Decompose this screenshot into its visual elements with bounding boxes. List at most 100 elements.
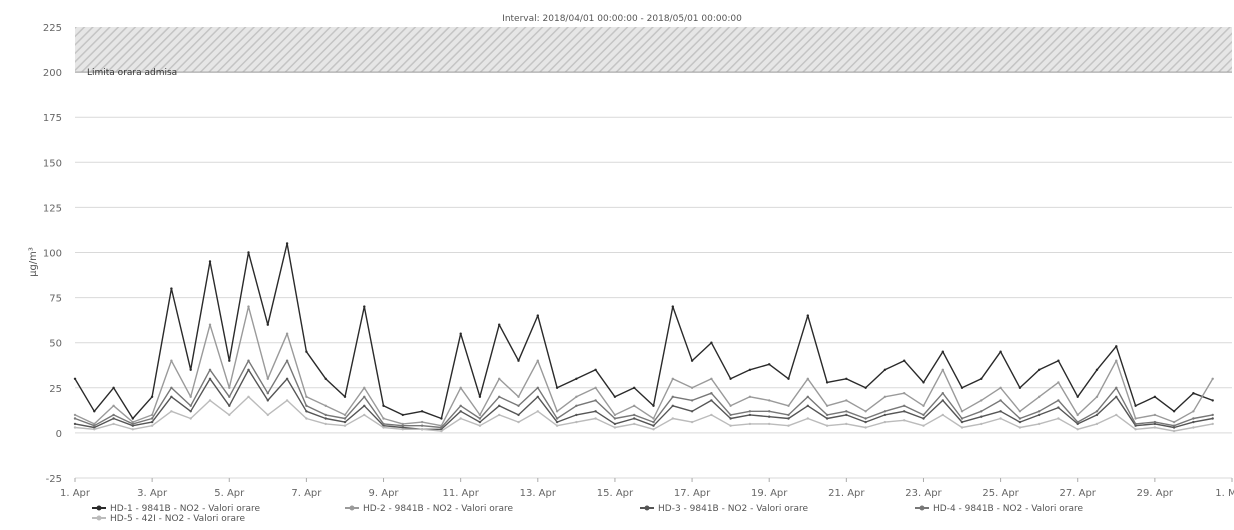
data-point <box>170 410 173 413</box>
data-point <box>536 359 539 362</box>
data-point <box>787 417 790 420</box>
data-point <box>228 413 231 417</box>
data-point <box>748 410 752 413</box>
data-point <box>690 359 694 362</box>
legend-marker-dot <box>644 505 650 511</box>
data-point <box>247 251 250 254</box>
data-point <box>652 417 655 420</box>
legend-item-label: HD-5 - 42I - NO2 - Valori orare <box>110 514 245 524</box>
data-point <box>498 323 501 326</box>
data-point <box>845 413 848 417</box>
data-point <box>980 422 983 426</box>
data-point <box>883 420 887 424</box>
data-point <box>285 399 289 402</box>
series-line-hd-3 <box>74 369 1213 430</box>
threshold-label: Limita orara admisa <box>87 68 177 78</box>
data-point <box>941 350 944 353</box>
data-point <box>382 417 385 420</box>
data-point <box>401 426 404 429</box>
data-point <box>613 413 617 417</box>
data-point <box>671 305 674 308</box>
data-point <box>478 417 482 420</box>
data-point <box>1115 395 1118 398</box>
data-point <box>536 410 539 413</box>
data-point <box>1211 399 1214 402</box>
y-tick-label: 100 <box>43 249 62 260</box>
data-point <box>112 422 115 426</box>
data-point <box>459 410 462 413</box>
data-point <box>170 386 173 389</box>
data-point <box>1134 424 1137 427</box>
data-point <box>363 305 366 308</box>
data-point <box>883 368 887 371</box>
data-point <box>710 399 713 402</box>
data-point <box>1153 426 1157 429</box>
data-point <box>960 420 964 424</box>
data-point <box>131 417 134 420</box>
series-line-hd-2 <box>74 305 1214 427</box>
data-point <box>1172 410 1176 413</box>
data-point <box>825 381 829 384</box>
data-point <box>189 417 192 420</box>
data-point <box>555 420 559 424</box>
data-point <box>980 415 983 418</box>
data-point <box>247 305 250 308</box>
data-point <box>343 420 347 424</box>
data-point <box>555 410 559 413</box>
data-point <box>710 392 713 395</box>
data-point <box>999 399 1002 402</box>
data-point <box>1095 395 1099 398</box>
data-point <box>710 341 713 344</box>
data-point <box>228 404 231 407</box>
data-point <box>1115 345 1118 348</box>
data-point <box>1192 420 1195 424</box>
data-point <box>73 422 77 426</box>
data-point <box>324 377 327 380</box>
data-point <box>671 404 674 407</box>
data-point <box>1095 413 1099 417</box>
data-point <box>1192 410 1195 413</box>
data-point <box>787 413 790 417</box>
data-point <box>748 368 752 371</box>
data-point <box>1018 410 1022 413</box>
data-point <box>748 422 752 426</box>
data-point <box>845 377 848 380</box>
x-tick-label: 1. Apr <box>60 488 91 499</box>
series-line-hd-5 <box>74 396 1213 432</box>
data-point <box>1192 426 1195 429</box>
data-point <box>478 420 482 424</box>
data-point <box>1038 410 1041 413</box>
data-point <box>440 417 443 420</box>
data-point <box>1153 395 1157 398</box>
data-point <box>845 410 848 413</box>
data-point <box>768 410 771 413</box>
data-point <box>536 395 539 398</box>
data-point <box>633 404 636 407</box>
x-tick-label: 11. Apr <box>442 488 479 499</box>
data-point <box>999 386 1002 389</box>
data-point <box>324 404 327 407</box>
data-point <box>93 422 96 426</box>
data-point <box>1076 428 1079 431</box>
chart-title: Interval: 2018/04/01 00:00:00 - 2018/05/… <box>502 14 742 24</box>
data-point <box>613 417 617 420</box>
data-point <box>363 395 366 398</box>
data-point <box>266 413 269 417</box>
data-point <box>1095 422 1099 426</box>
series-line-hd-1 <box>74 242 1213 420</box>
data-point <box>1211 417 1214 420</box>
data-point <box>189 395 192 398</box>
data-point <box>150 420 154 424</box>
data-point <box>883 410 887 413</box>
data-point <box>1134 404 1137 407</box>
data-point <box>420 420 424 424</box>
data-point <box>1172 426 1176 429</box>
data-point <box>652 424 655 427</box>
data-point <box>825 413 829 417</box>
data-point <box>1018 420 1022 424</box>
data-point <box>305 404 308 407</box>
data-point <box>1134 422 1137 426</box>
y-tick-label: 175 <box>43 113 62 124</box>
data-point <box>228 386 231 389</box>
